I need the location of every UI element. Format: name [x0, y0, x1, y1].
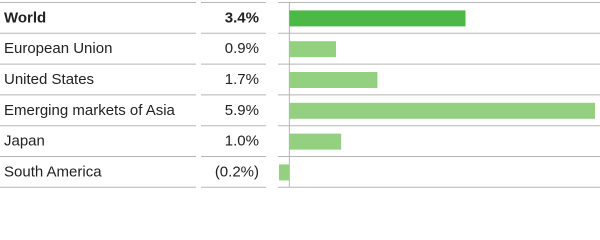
value-label: 1.7% — [225, 71, 259, 88]
value-label: 3.4% — [225, 9, 259, 26]
bar — [289, 102, 595, 119]
category-label: Japan — [4, 133, 45, 150]
bar — [289, 72, 378, 88]
value-label: (0.2%) — [215, 163, 259, 180]
category-label: United States — [4, 71, 94, 88]
bar — [279, 164, 290, 181]
category-label: South America — [4, 163, 102, 180]
value-label: 0.9% — [225, 40, 259, 57]
bar — [289, 10, 466, 27]
value-label: 5.9% — [225, 102, 259, 119]
category-label: Emerging markets of Asia — [4, 102, 176, 119]
bar — [289, 133, 342, 150]
bar — [289, 41, 336, 58]
category-label: World — [4, 9, 46, 26]
value-label: 1.0% — [225, 133, 259, 150]
chart: World 3.4% European Union 0.9% United States… — [0, 2, 600, 188]
category-label: European Union — [4, 40, 112, 57]
